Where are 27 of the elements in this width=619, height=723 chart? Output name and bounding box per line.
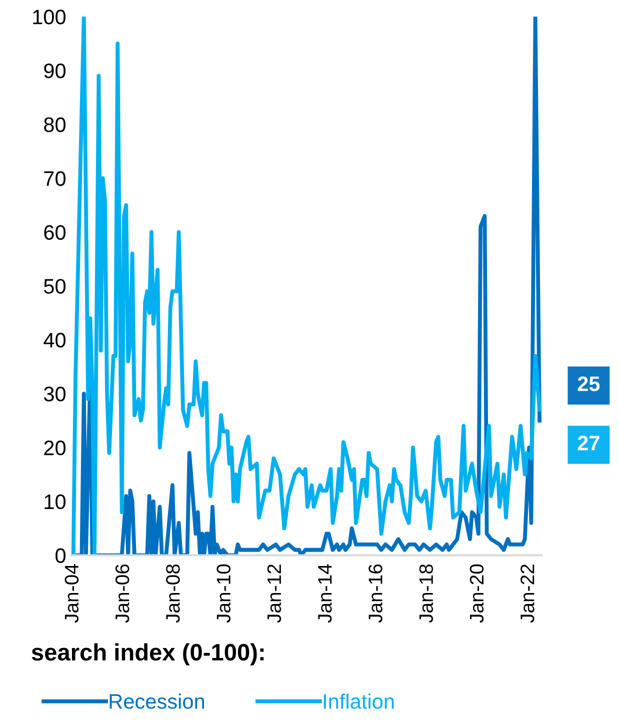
x-tick-label: Jan-06 [115,564,130,623]
x-tick-label: Jan-10 [216,564,230,623]
legend-label: Inflation [324,694,394,709]
y-tick-label: 60 [44,225,66,240]
x-tick-label: Jan-16 [368,564,382,623]
y-tick-label: 100 [33,10,66,24]
y-tick-label: 30 [44,386,66,402]
y-tick-label: 80 [44,117,66,132]
x-tick-label: Jan-20 [470,564,484,623]
y-tick-label: 0 [56,548,66,564]
x-tick-label: Jan-18 [419,564,434,623]
x-tick-label: Jan-22 [520,564,534,623]
legend-label: Recession [110,694,204,709]
text: search index (0-100): [32,643,264,666]
y-tick-label: 10 [44,494,66,510]
y-tick-label: 20 [44,440,66,456]
data-label: 27 [578,436,600,450]
x-tick-label: Jan-08 [166,564,180,623]
y-tick-label: 90 [44,63,66,78]
data-label: 25 [578,376,600,392]
x-tick-label: Jan-14 [318,564,332,623]
line-series [71,16,542,556]
y-tick-label: 70 [44,171,66,186]
y-tick-label: 50 [44,278,66,294]
x-tick-label: Jan-12 [267,564,282,623]
x-tick-label: Jan-04 [64,564,79,623]
y-tick-label: 40 [44,332,66,348]
